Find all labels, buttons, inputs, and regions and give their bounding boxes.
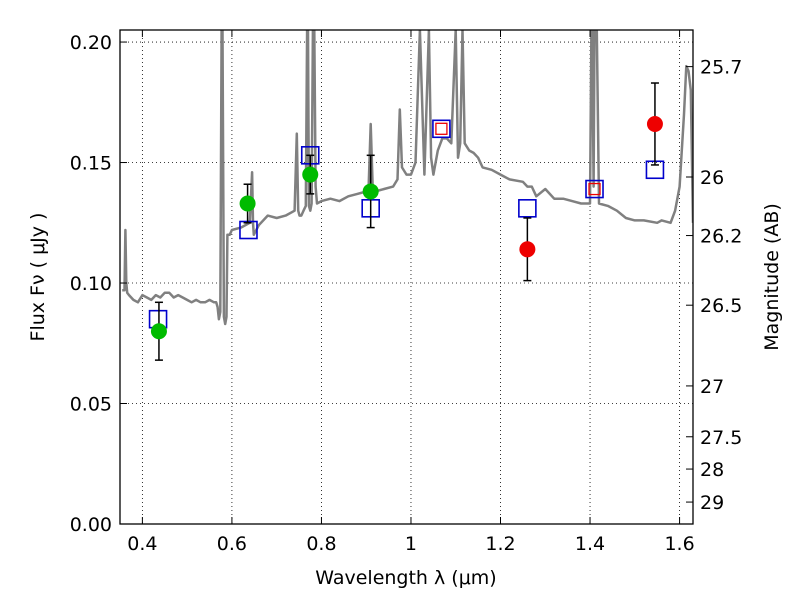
model-square (585, 179, 604, 199)
x-tick-label: 0.6 (217, 533, 247, 555)
axis-ticks: 0.4 0.6 0.8 1 1.2 1.4 1.6 0.00 0.05 0.10 0.15 0.20 2… (70, 30, 742, 555)
model-square (239, 220, 258, 240)
green-point (362, 183, 379, 200)
right-tick-label: 25.7 (700, 57, 742, 79)
y-tick-label: 0.20 (70, 32, 112, 54)
red-point (519, 241, 536, 258)
green-point (302, 166, 319, 183)
grid-lines (120, 30, 693, 524)
x-tick-label: 0.4 (127, 533, 157, 555)
y-axis-right-label: Magnitude (AB) (761, 203, 783, 351)
y-tick-label: 0.10 (70, 273, 112, 295)
green-point (150, 323, 167, 340)
right-tick-label: 28 (700, 459, 724, 481)
red-point (646, 115, 663, 132)
x-tick-label: 1.4 (575, 533, 605, 555)
red-small-square (435, 122, 448, 135)
spectrum-line (122, 30, 693, 326)
x-tick-label: 0.8 (306, 533, 336, 555)
y-tick-label: 0.05 (70, 394, 112, 416)
right-tick-label: 26 (700, 167, 724, 189)
plot-frame (119, 29, 694, 525)
red-small-square (588, 182, 601, 196)
green-point (239, 195, 256, 212)
x-tick-label: 1 (405, 533, 417, 555)
model-square (432, 119, 451, 139)
right-tick-label: 26.2 (700, 226, 742, 248)
x-tick-label: 1.6 (664, 533, 694, 555)
right-tick-label: 27 (700, 376, 724, 398)
right-tick-label: 29 (700, 492, 724, 514)
right-tick-label: 26.5 (700, 295, 742, 317)
y-axis-label: Flux Fν ( μJy ) (27, 213, 49, 342)
x-axis-label: Wavelength λ (μm) (315, 567, 496, 589)
y-tick-label: 0.00 (70, 514, 112, 536)
right-tick-label: 27.5 (700, 427, 742, 449)
x-tick-label: 1.2 (485, 533, 515, 555)
model-square (518, 199, 537, 218)
plot-area (122, 30, 693, 361)
y-tick-label: 0.15 (70, 153, 112, 175)
